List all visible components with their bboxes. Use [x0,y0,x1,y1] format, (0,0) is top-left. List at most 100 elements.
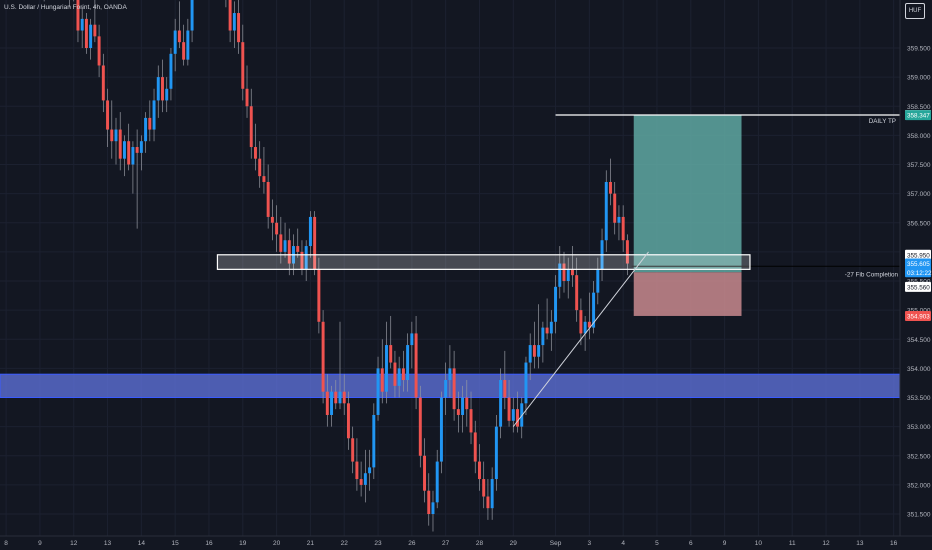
candle-body [423,455,427,491]
time-tick-label: 16 [205,540,213,547]
time-tick-label: 16 [890,540,898,547]
candle-body [355,461,359,480]
candle-body [266,181,270,217]
candle-body [300,251,304,270]
candle-body [237,13,241,43]
candle-body [228,0,232,31]
candle-body [258,158,262,177]
candle-body [139,141,143,153]
candle-body [253,147,257,159]
price-tag-label: 355.950 [907,252,930,259]
currency-badge[interactable]: HUF [905,3,925,19]
candle-body [592,292,596,328]
candle-body [114,129,118,142]
candle-body [482,479,486,497]
time-tick-label: Sep [550,540,562,547]
candle-body [452,368,456,410]
candle-body [156,77,160,101]
candle-body [368,467,372,474]
candle-body [435,461,439,503]
candle-body [190,0,194,31]
candle-body [528,345,532,363]
candle-body [186,30,190,60]
time-tick-label: 22 [341,540,349,547]
candle-body [499,380,503,427]
candle-body [321,321,325,392]
price-tick-label: 359.500 [907,46,931,53]
price-tag-label: 03:12:22 [907,270,932,277]
candles [43,0,629,532]
candle-body [165,88,169,101]
candle-body [562,263,566,281]
time-tick-label: 10 [755,540,763,547]
price-tick-label: 353.500 [907,395,931,402]
candle-body [279,234,283,252]
time-axis [0,536,932,550]
candle-body [575,275,579,311]
time-tick-label: 21 [307,540,315,547]
candle-body [401,368,405,381]
price-tag-label: 358.347 [907,113,930,120]
daily-tp-label: DAILY TP [869,118,896,125]
candle-body [177,30,181,43]
candle-body [144,117,148,142]
candle-body [410,333,414,346]
time-tick-label: 6 [689,540,693,547]
candle-body [97,36,101,66]
symbol-title[interactable]: U.S. Dollar / Hungarian Forint, 4h, OAND… [4,4,127,11]
time-tick-label: 23 [374,540,382,547]
price-tick-label: 357.000 [907,191,931,198]
price-tick-label: 356.500 [907,220,931,227]
price-tag [905,310,931,321]
time-tick-label: 20 [273,540,281,547]
candle-body [287,240,291,264]
candle-body [418,397,422,456]
candle-body [465,397,469,410]
candle-body [80,18,84,31]
candle-body [609,181,612,194]
price-tag [905,249,931,260]
candle-body [566,269,570,281]
candle-body [625,240,629,264]
price-tick-label: 352.500 [907,453,931,460]
candle-body [317,269,321,322]
candle-body [448,368,452,381]
candle-body [372,414,376,468]
price-tick-label: 353.000 [907,424,931,431]
candle-body [93,24,97,37]
candle-body [427,490,431,514]
time-tick-label: 11 [789,540,796,547]
candle-body [583,321,587,334]
candle-body [461,397,465,415]
candle-body [579,310,583,334]
candle-body [148,117,152,130]
candle-body [570,269,574,276]
candle-body [241,42,245,89]
candle-body [389,345,393,363]
candle-body [325,391,329,415]
candle-body [249,106,253,148]
candle-body [152,100,156,130]
candle-body [304,246,308,270]
candle-body [558,263,562,287]
candle-body [507,397,511,421]
candle-body [363,473,367,485]
time-tick-label: 8 [4,540,8,547]
time-tick-label: 9 [723,540,727,547]
time-tick-label: 26 [408,540,416,547]
time-tick-label: 4 [621,540,625,547]
time-tick-label: 19 [239,540,247,547]
candle-body [380,368,384,392]
candle-body [342,391,346,404]
time-tick-label: 13 [856,540,864,547]
time-tick-label: 13 [104,540,112,547]
candle-body [84,18,88,48]
candle-body [270,216,274,223]
fib-label: -27 Fib Completion [845,271,899,278]
candle-body [385,345,388,392]
price-tick-label: 354.000 [907,366,931,373]
candle-body [127,141,131,165]
